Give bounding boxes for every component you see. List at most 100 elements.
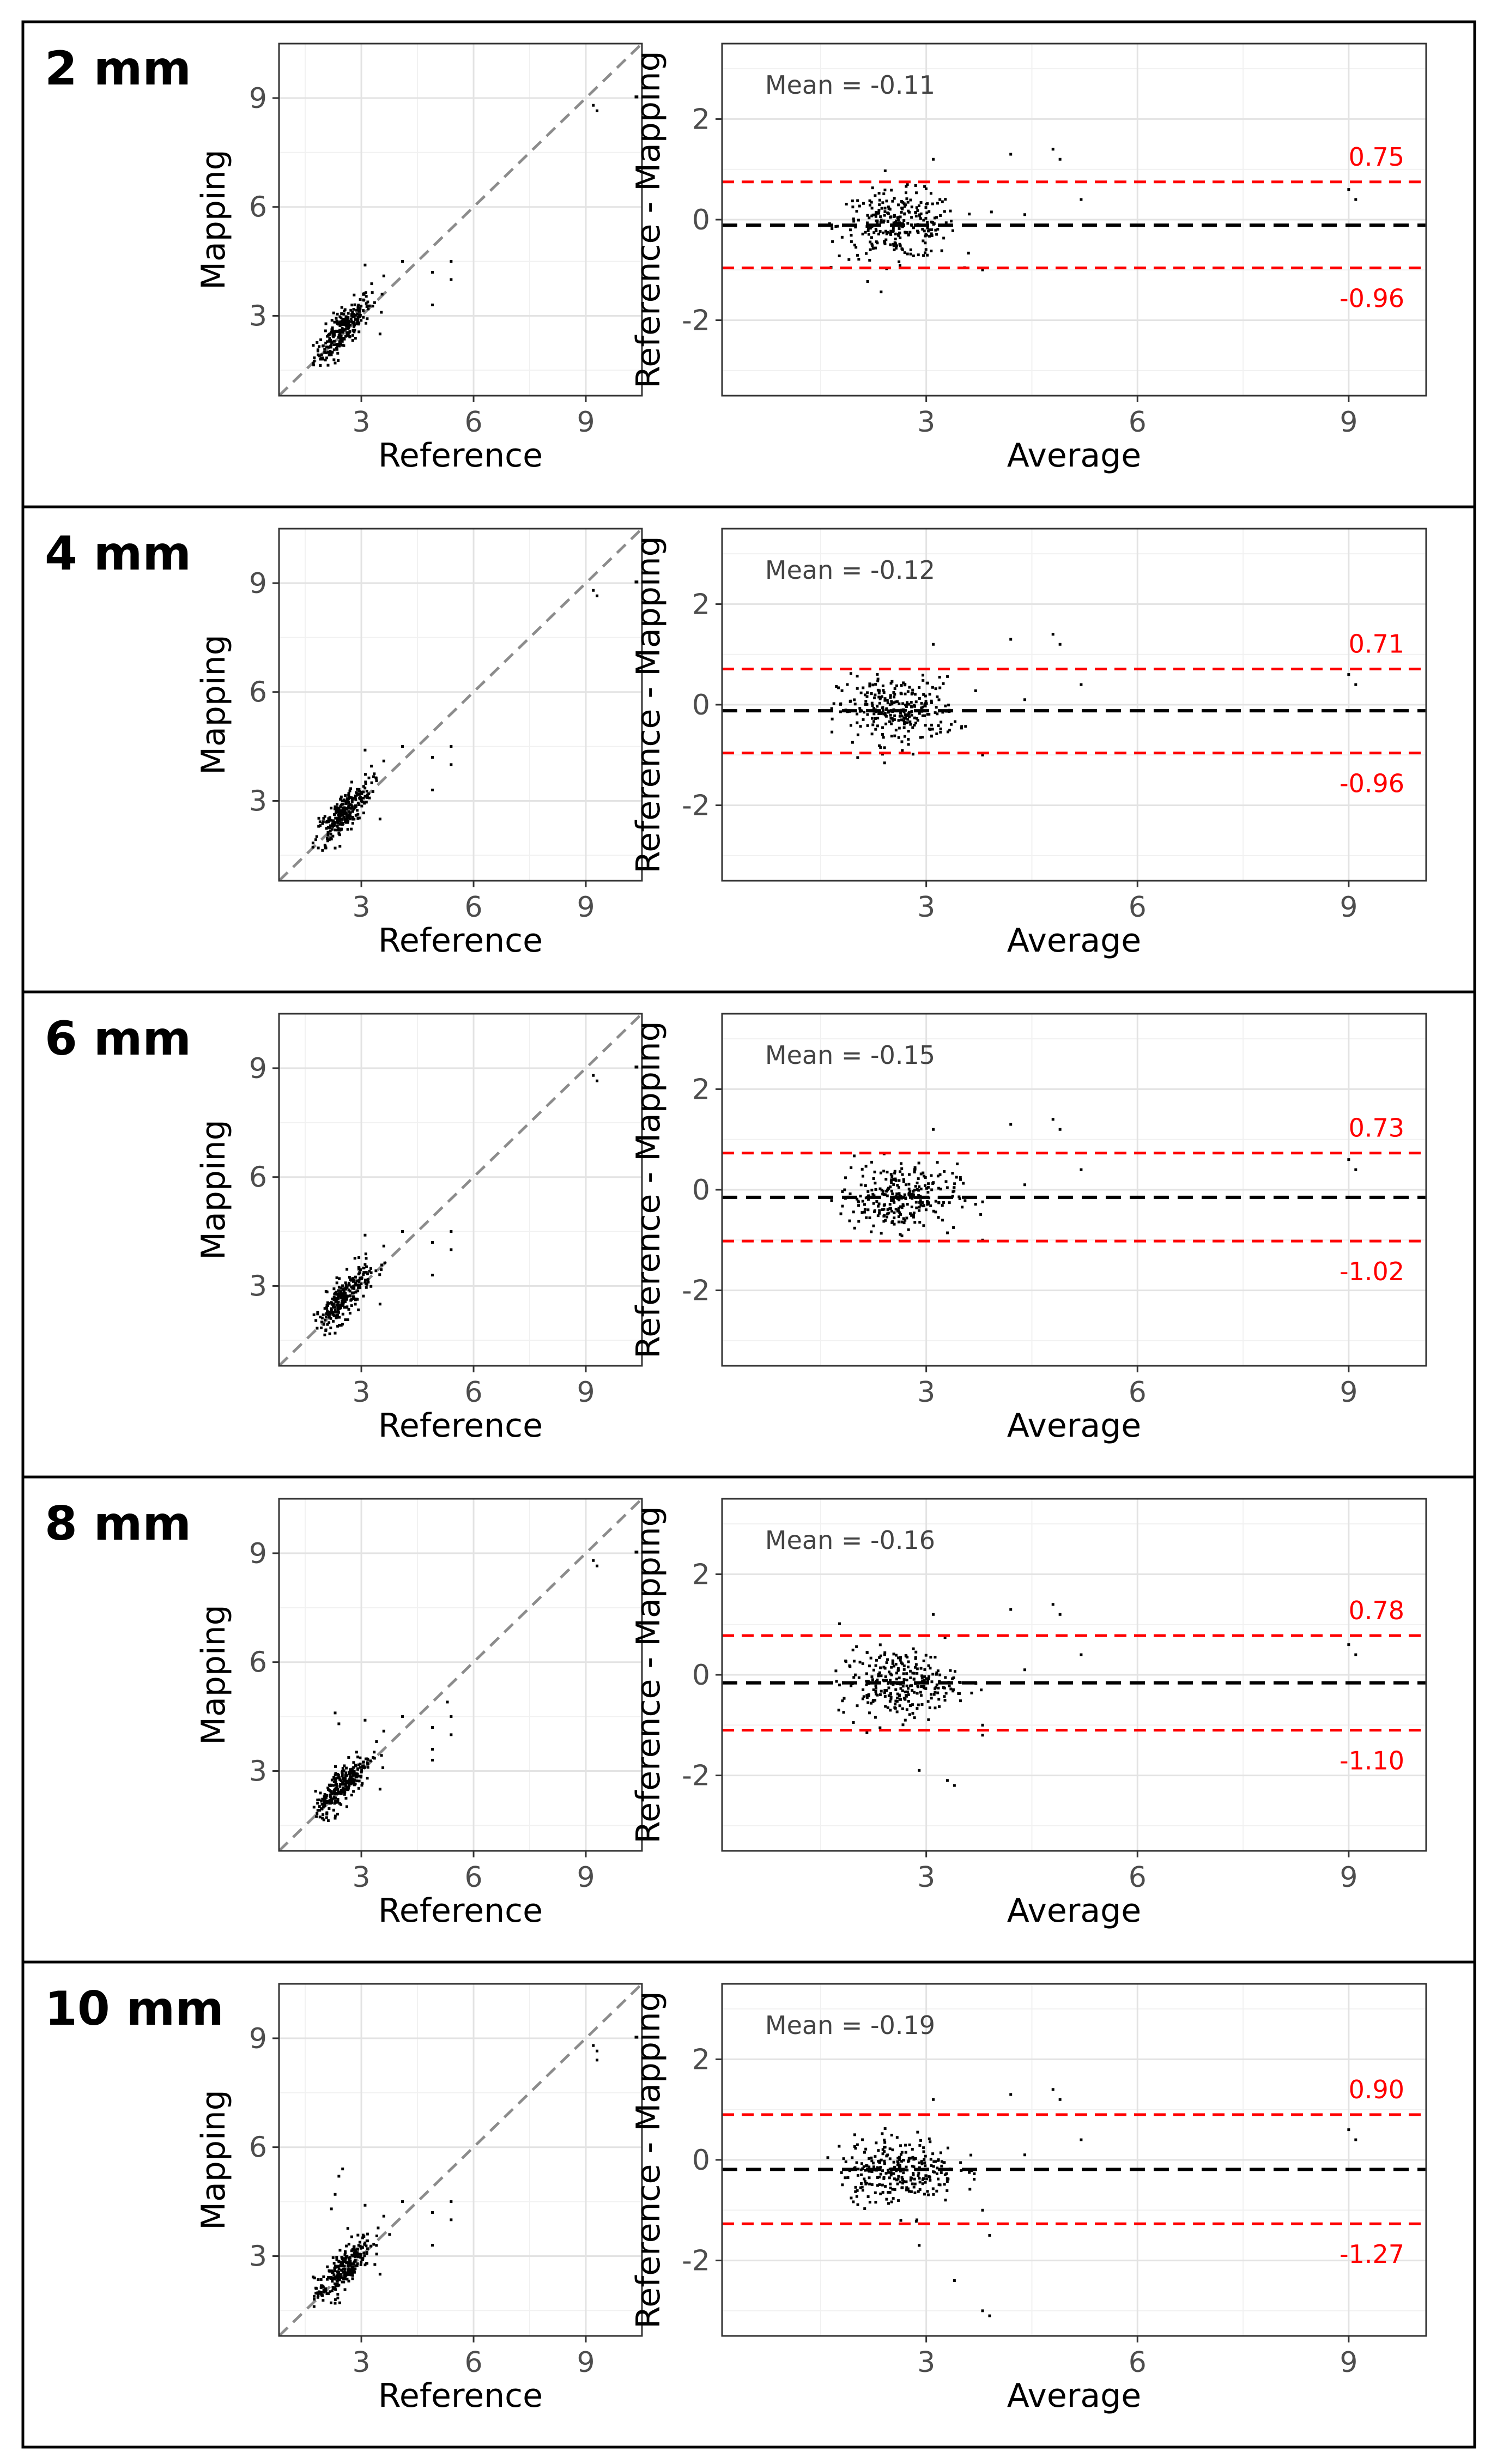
data-point <box>914 700 918 704</box>
data-point <box>886 699 889 702</box>
data-point <box>931 202 934 205</box>
data-point <box>333 334 336 337</box>
data-point <box>336 1798 340 1801</box>
data-point <box>925 202 928 205</box>
data-point <box>958 1692 961 1695</box>
data-point <box>846 683 849 686</box>
data-point <box>344 1318 347 1321</box>
x-tick-label: 9 <box>577 891 595 924</box>
data-point <box>854 2190 857 2193</box>
data-point <box>362 1294 365 1298</box>
data-point <box>319 2286 323 2290</box>
data-point <box>895 244 898 247</box>
data-point <box>340 335 343 338</box>
data-point <box>359 1756 362 1759</box>
data-point <box>946 675 949 678</box>
data-point <box>879 1171 882 1175</box>
data-point <box>888 2191 892 2194</box>
data-point <box>911 2164 914 2168</box>
data-point <box>878 198 881 202</box>
data-point <box>332 335 335 338</box>
data-point <box>915 1206 918 1209</box>
data-point <box>944 198 947 201</box>
data-point <box>937 2177 940 2181</box>
data-point <box>859 2186 862 2189</box>
data-point <box>928 728 931 731</box>
data-point <box>909 1704 912 1708</box>
data-point <box>343 818 347 821</box>
data-point <box>934 1656 937 1659</box>
data-point <box>340 1296 343 1299</box>
data-point <box>332 823 335 826</box>
data-point <box>857 2168 860 2171</box>
data-point <box>907 737 910 741</box>
data-point <box>877 692 881 695</box>
data-point <box>342 1303 345 1306</box>
data-point <box>914 1666 917 1669</box>
data-point <box>596 1564 599 1567</box>
data-point <box>903 251 906 255</box>
data-point <box>914 211 918 215</box>
data-point <box>912 2185 916 2189</box>
data-point <box>879 215 882 219</box>
data-point <box>872 1210 876 1214</box>
data-point <box>346 318 349 322</box>
lower-loa-label: -1.02 <box>1340 1257 1404 1286</box>
data-point <box>943 2173 947 2176</box>
data-point <box>346 2265 349 2268</box>
data-point <box>944 704 947 707</box>
data-point <box>335 1276 338 1280</box>
data-point <box>898 1179 901 1182</box>
data-point <box>923 185 926 188</box>
data-point <box>864 2169 867 2172</box>
data-point <box>959 2161 962 2164</box>
data-point <box>894 232 897 235</box>
data-point <box>913 705 917 708</box>
data-point <box>904 682 907 686</box>
data-point <box>356 306 360 310</box>
data-point <box>350 1794 353 1797</box>
data-point <box>879 2166 882 2169</box>
data-point <box>381 1766 385 1769</box>
data-point <box>349 2260 352 2263</box>
data-point <box>831 730 834 734</box>
data-point <box>341 1284 344 1287</box>
data-point <box>891 719 894 722</box>
data-point <box>357 1280 361 1284</box>
data-point <box>333 320 336 324</box>
data-point <box>323 1793 326 1796</box>
data-point <box>334 1765 337 1768</box>
data-point <box>347 797 350 800</box>
data-point <box>318 1798 321 1801</box>
data-point <box>314 2286 318 2290</box>
data-point <box>910 713 913 717</box>
data-point <box>895 2136 899 2139</box>
data-point <box>1023 2153 1027 2157</box>
data-point <box>889 713 892 717</box>
data-point <box>361 1782 364 1785</box>
data-point <box>596 594 599 597</box>
data-point <box>935 1683 938 1686</box>
data-point <box>865 1731 869 1734</box>
data-point <box>349 2264 352 2267</box>
data-point <box>867 1694 870 1698</box>
data-point <box>357 1279 361 1282</box>
data-point <box>883 746 886 749</box>
data-point <box>328 337 331 340</box>
data-point <box>970 1691 973 1694</box>
data-point <box>876 724 880 728</box>
data-point <box>339 2273 342 2276</box>
data-point <box>350 1304 353 1307</box>
data-point <box>887 2171 890 2174</box>
y-tick-label: 9 <box>249 1537 267 1570</box>
data-point <box>361 2236 365 2239</box>
data-point <box>922 239 925 243</box>
data-point <box>909 248 912 251</box>
y-tick-label: 0 <box>692 204 710 237</box>
lower-loa-label: -1.10 <box>1340 1746 1404 1776</box>
data-point <box>899 1205 902 1208</box>
data-point <box>837 686 840 689</box>
data-point <box>348 812 351 815</box>
data-point <box>856 1197 859 1201</box>
data-point <box>919 201 923 204</box>
